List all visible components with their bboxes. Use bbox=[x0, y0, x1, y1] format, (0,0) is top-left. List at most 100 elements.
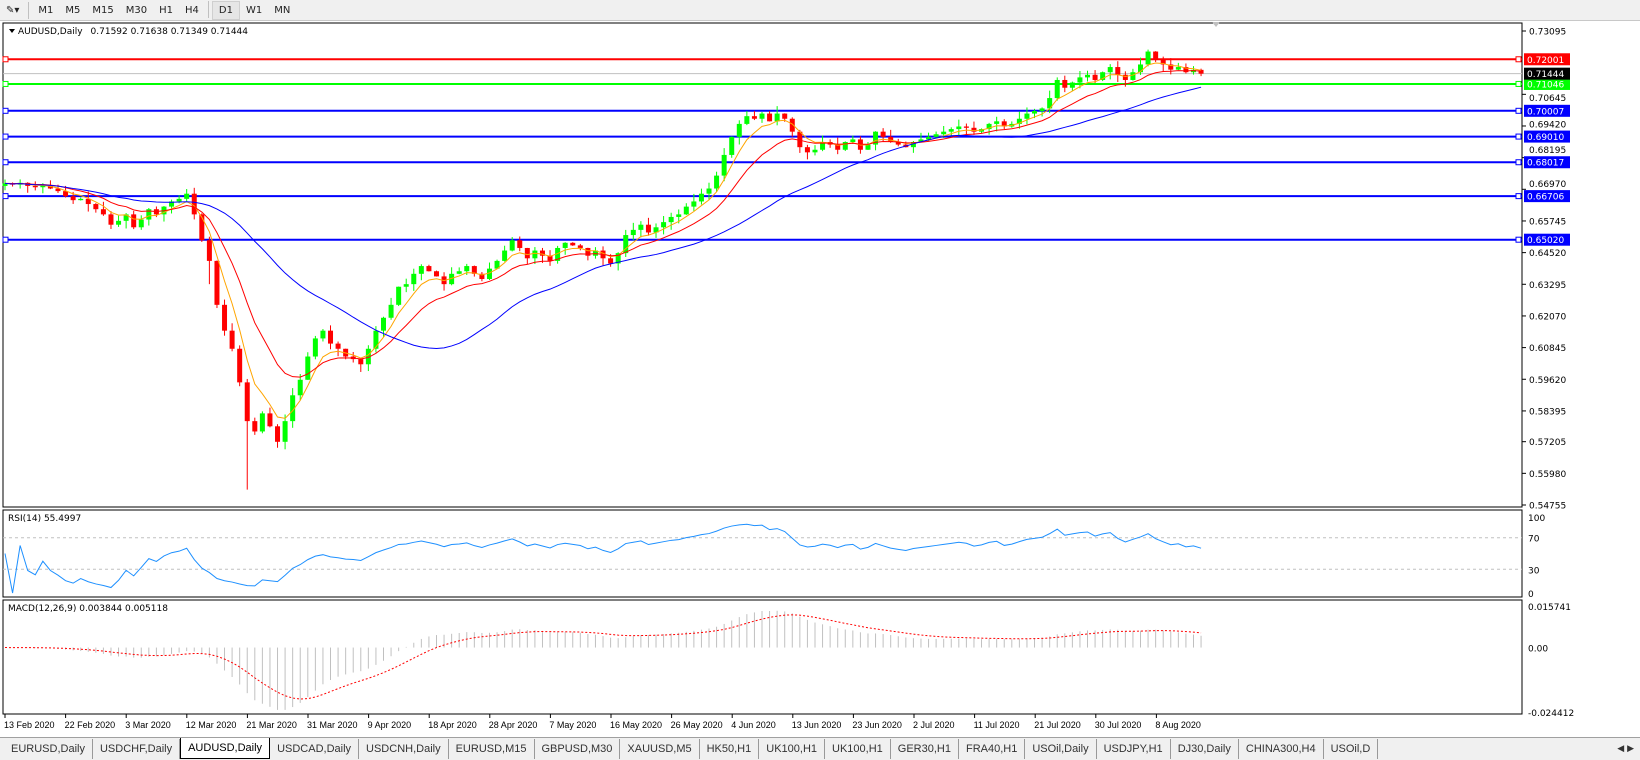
level-handle-right bbox=[1515, 193, 1522, 200]
candle-body bbox=[585, 247, 591, 256]
toolbar-separator bbox=[28, 1, 30, 19]
chart-tab[interactable]: USOil,D bbox=[1324, 739, 1379, 759]
candle-body bbox=[1145, 51, 1151, 65]
date-label: 8 Aug 2020 bbox=[1155, 720, 1201, 730]
candle-body bbox=[1138, 64, 1143, 73]
timeframe-mn[interactable]: MN bbox=[274, 4, 291, 16]
chart-tab[interactable]: EURUSD,M15 bbox=[449, 739, 535, 759]
timeframe-h1[interactable]: H1 bbox=[159, 4, 174, 16]
macd-tick-label: 0.015741 bbox=[1528, 603, 1571, 613]
chart-canvas[interactable]: 0.73095 0.70645 0.69420 0.68195 0.66970 0.657… bbox=[0, 0, 1640, 737]
candle-body bbox=[2, 183, 8, 186]
timeframe-m1[interactable]: M1 bbox=[38, 4, 54, 16]
candle-body bbox=[562, 242, 568, 248]
candle-body bbox=[449, 273, 455, 285]
level-handle-left bbox=[2, 193, 9, 200]
candle-body bbox=[1069, 82, 1075, 88]
candle-body bbox=[131, 214, 137, 228]
chart-tab[interactable]: XAUUSD,M5 bbox=[620, 739, 700, 759]
date-label: 22 Feb 2020 bbox=[65, 720, 116, 730]
level-handle-left bbox=[2, 236, 9, 243]
price-tick-label: 0.68195 bbox=[1529, 146, 1566, 156]
price-tick-label: 0.63295 bbox=[1529, 281, 1566, 291]
candle-body bbox=[426, 266, 432, 272]
candle-body bbox=[47, 185, 53, 189]
date-label: 13 Jun 2020 bbox=[792, 720, 842, 730]
candle-body bbox=[1062, 79, 1068, 88]
chart-tab[interactable]: GER30,H1 bbox=[891, 739, 959, 759]
chart-tab[interactable]: FRA40,H1 bbox=[959, 739, 1026, 759]
date-label: 28 Apr 2020 bbox=[489, 720, 538, 730]
candle-body bbox=[1175, 67, 1181, 70]
date-label: 18 Apr 2020 bbox=[428, 720, 477, 730]
timeframe-h4[interactable]: H4 bbox=[185, 4, 199, 16]
price-tick-label: 0.54755 bbox=[1529, 502, 1566, 512]
candle-body bbox=[146, 209, 152, 220]
candle-body bbox=[645, 224, 651, 233]
candle-body bbox=[615, 253, 621, 264]
candle-body bbox=[70, 196, 76, 201]
tab-scroll-arrows-icon[interactable]: ◀ ▶ bbox=[1617, 744, 1634, 754]
candle-body bbox=[305, 356, 311, 380]
price-tick-label: 0.66970 bbox=[1529, 180, 1566, 190]
chart-tab[interactable]: AUDUSD,Daily bbox=[180, 738, 271, 759]
candle-body bbox=[396, 286, 402, 305]
level-handle-right bbox=[1515, 107, 1522, 114]
price-tick-label: 0.70645 bbox=[1529, 94, 1566, 104]
chart-tab[interactable]: USDCNH,Daily bbox=[359, 739, 449, 759]
chart-tab[interactable]: UK100,H1 bbox=[825, 739, 891, 759]
candle-body bbox=[184, 193, 190, 199]
candle-body bbox=[812, 149, 818, 153]
chart-tab[interactable]: USDJPY,H1 bbox=[1097, 739, 1171, 759]
date-label: 11 Jul 2020 bbox=[974, 720, 1020, 730]
chart-tab[interactable]: EURUSD,Daily bbox=[4, 739, 93, 759]
chart-tab[interactable]: CHINA300,H4 bbox=[1239, 739, 1324, 759]
chart-tab[interactable]: DJ30,Daily bbox=[1171, 739, 1239, 759]
candle-body bbox=[290, 395, 296, 422]
candle-body bbox=[744, 116, 750, 124]
chart-tab[interactable]: USDCHF,Daily bbox=[93, 739, 181, 759]
candle-body bbox=[138, 219, 144, 228]
chart-tab[interactable]: HK50,H1 bbox=[700, 739, 760, 759]
candle-body bbox=[282, 421, 288, 442]
macd-tick-label: 0.00 bbox=[1528, 645, 1548, 655]
timeframe-m5[interactable]: M5 bbox=[65, 4, 81, 16]
candle-body bbox=[676, 214, 682, 217]
chart-tab[interactable]: USDCAD,Daily bbox=[270, 739, 360, 759]
chart-tab[interactable]: UK100,H1 bbox=[759, 739, 826, 759]
candle-body bbox=[532, 250, 538, 259]
candle-body bbox=[1054, 79, 1060, 99]
timeframe-m15[interactable]: M15 bbox=[92, 4, 114, 16]
candle-body bbox=[865, 144, 871, 150]
candle-body bbox=[479, 273, 485, 279]
candle-body bbox=[729, 136, 735, 155]
level-handle-left bbox=[2, 133, 9, 140]
timeframe-w1[interactable]: W1 bbox=[245, 4, 263, 16]
candle-body bbox=[789, 118, 795, 132]
candle-body bbox=[918, 139, 924, 143]
candle-body bbox=[971, 127, 977, 132]
candle-body bbox=[1016, 118, 1022, 124]
rsi-pane-frame bbox=[2, 509, 1523, 598]
level-price-label: 0.72001 bbox=[1527, 56, 1564, 66]
toolbar-separator bbox=[207, 0, 209, 18]
timeframe-m30[interactable]: M30 bbox=[125, 4, 148, 16]
candle-body bbox=[93, 204, 99, 210]
candle-body bbox=[1160, 59, 1166, 65]
chart-tab[interactable]: GBPUSD,M30 bbox=[535, 739, 621, 759]
candle-body bbox=[456, 271, 462, 274]
chart-tab[interactable]: USOil,Daily bbox=[1025, 739, 1097, 759]
candle-body bbox=[1039, 108, 1045, 111]
timeframe-d1[interactable]: D1 bbox=[211, 0, 240, 20]
level-handle-right bbox=[1515, 133, 1522, 140]
price-tick-label: 0.60845 bbox=[1529, 344, 1566, 354]
rsi-tick-label: 70 bbox=[1528, 535, 1540, 545]
timeframe-group: M1 M5 M15 M30 H1 H4 D1 W1 MN bbox=[32, 0, 296, 20]
price-tick-label: 0.73095 bbox=[1529, 28, 1566, 38]
rsi-tick-label: 100 bbox=[1528, 514, 1545, 524]
drawing-tools-icon[interactable]: ✎▾ bbox=[6, 4, 20, 16]
candle-body bbox=[1183, 67, 1189, 73]
candle-body bbox=[547, 255, 553, 261]
level-handle-right bbox=[1515, 236, 1522, 243]
candle-body bbox=[267, 413, 273, 427]
